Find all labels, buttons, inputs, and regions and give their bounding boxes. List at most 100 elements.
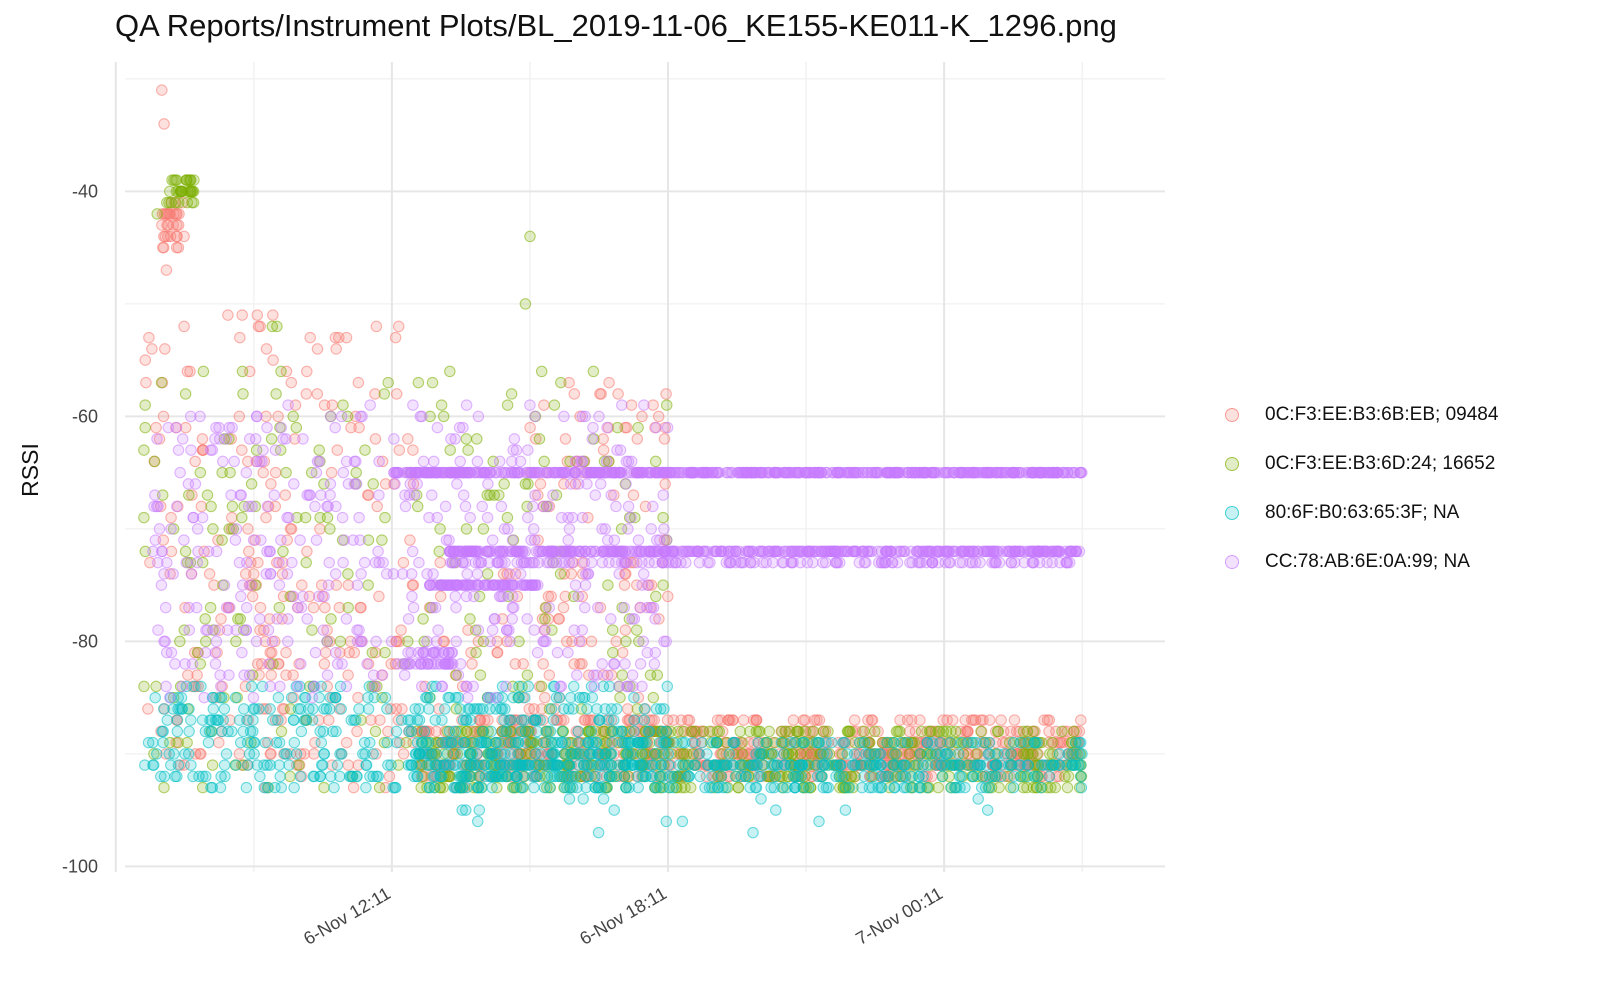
data-point-series-2 (563, 793, 576, 805)
data-point-series-2 (360, 759, 373, 771)
data-point-series-2 (244, 725, 257, 738)
data-point-series-3 (841, 466, 853, 479)
data-point-series-3 (291, 680, 304, 693)
data-point-series-0 (156, 84, 168, 96)
data-point-series-2 (542, 759, 554, 771)
data-point-series-3 (861, 545, 874, 558)
data-point-series-3 (891, 556, 904, 569)
data-point-series-2 (1054, 759, 1066, 771)
data-point-series-0 (178, 320, 190, 333)
data-point-series-3 (537, 635, 549, 648)
data-point-series-2 (418, 725, 431, 738)
data-point-series-2 (645, 759, 658, 771)
data-point-series-2 (657, 748, 669, 760)
data-point-series-3 (323, 556, 335, 569)
data-point-series-3 (636, 556, 648, 569)
data-point-series-0 (631, 433, 644, 445)
data-point-series-0 (313, 714, 325, 726)
data-point-series-2 (171, 770, 183, 783)
data-point-series-3 (682, 545, 695, 558)
data-point-series-1 (168, 174, 180, 186)
data-point-series-3 (601, 534, 614, 546)
data-point-series-1 (206, 759, 219, 771)
data-point-series-3 (149, 489, 161, 501)
data-point-series-2 (939, 759, 952, 771)
data-point-series-1 (869, 725, 881, 738)
data-point-series-3 (405, 646, 417, 659)
data-point-series-3 (989, 556, 1002, 569)
data-point-series-1 (732, 781, 744, 794)
data-point-series-2 (334, 748, 346, 760)
data-point-series-2 (723, 748, 736, 760)
data-point-series-2 (157, 736, 169, 749)
data-point-series-0 (304, 331, 316, 344)
data-point-series-3 (369, 680, 381, 693)
data-point-series-1 (548, 399, 561, 411)
data-point-series-3 (337, 466, 350, 479)
data-point-series-0 (314, 523, 326, 535)
data-point-series-2 (767, 748, 779, 760)
data-point-series-3 (626, 669, 639, 681)
data-point-series-3 (308, 680, 321, 693)
data-point-series-2 (172, 759, 185, 771)
data-point-series-2 (597, 793, 610, 805)
data-point-series-2 (889, 748, 901, 760)
data-point-series-0 (362, 489, 375, 501)
data-point-series-0 (191, 669, 203, 681)
data-point-series-3 (147, 545, 159, 558)
data-point-series-2 (518, 691, 531, 704)
data-point-series-3 (658, 466, 671, 479)
data-point-series-3 (351, 579, 364, 591)
data-point-series-1 (461, 725, 473, 738)
data-point-series-3 (324, 478, 337, 490)
data-point-series-3 (240, 624, 252, 636)
legend-label: 0C:F3:EE:B3:6D:24; 16652 (1265, 452, 1496, 474)
data-point-series-1 (271, 320, 283, 333)
data-point-series-0 (576, 590, 589, 603)
data-point-series-0 (342, 579, 355, 591)
data-point-series-1 (369, 725, 382, 738)
data-point-series-1 (533, 433, 546, 445)
data-point-series-2 (1043, 770, 1056, 783)
data-point-series-1 (1021, 725, 1034, 738)
data-point-series-3 (1076, 466, 1088, 479)
data-point-series-2 (888, 759, 900, 771)
data-point-series-2 (411, 736, 424, 749)
data-point-series-3 (329, 568, 342, 580)
data-point-series-0 (300, 388, 313, 400)
data-point-series-3 (184, 410, 197, 423)
data-point-series-2 (897, 759, 910, 771)
data-point-series-1 (644, 669, 657, 681)
data-point-series-3 (243, 433, 256, 445)
data-point-series-2 (628, 714, 640, 726)
data-point-series-2 (331, 759, 344, 771)
data-point-series-2 (617, 759, 629, 771)
data-point-series-2 (544, 725, 557, 738)
data-point-series-3 (614, 444, 627, 456)
data-point-series-3 (969, 556, 982, 569)
data-point-series-2 (676, 815, 689, 828)
data-point-series-1 (376, 534, 388, 546)
data-point-series-3 (756, 545, 769, 558)
data-point-series-2 (155, 770, 167, 783)
data-point-series-1 (991, 725, 1004, 738)
data-point-series-3 (619, 545, 631, 558)
data-point-series-3 (431, 421, 444, 434)
data-point-series-3 (913, 545, 926, 558)
data-point-series-2 (370, 770, 383, 783)
data-point-series-3 (596, 658, 608, 670)
data-point-series-2 (810, 736, 823, 749)
data-point-series-2 (490, 736, 502, 749)
data-point-series-2 (1035, 781, 1047, 794)
data-point-series-3 (531, 646, 544, 659)
data-point-series-0 (597, 444, 610, 456)
data-point-series-0 (158, 118, 170, 130)
data-point-series-0 (352, 691, 364, 704)
data-point-series-2 (447, 759, 460, 771)
data-point-series-3 (330, 646, 342, 659)
data-point-series-2 (913, 770, 925, 783)
data-point-series-2 (288, 736, 301, 749)
data-point-series-3 (287, 590, 300, 603)
data-point-series-3 (228, 455, 240, 468)
